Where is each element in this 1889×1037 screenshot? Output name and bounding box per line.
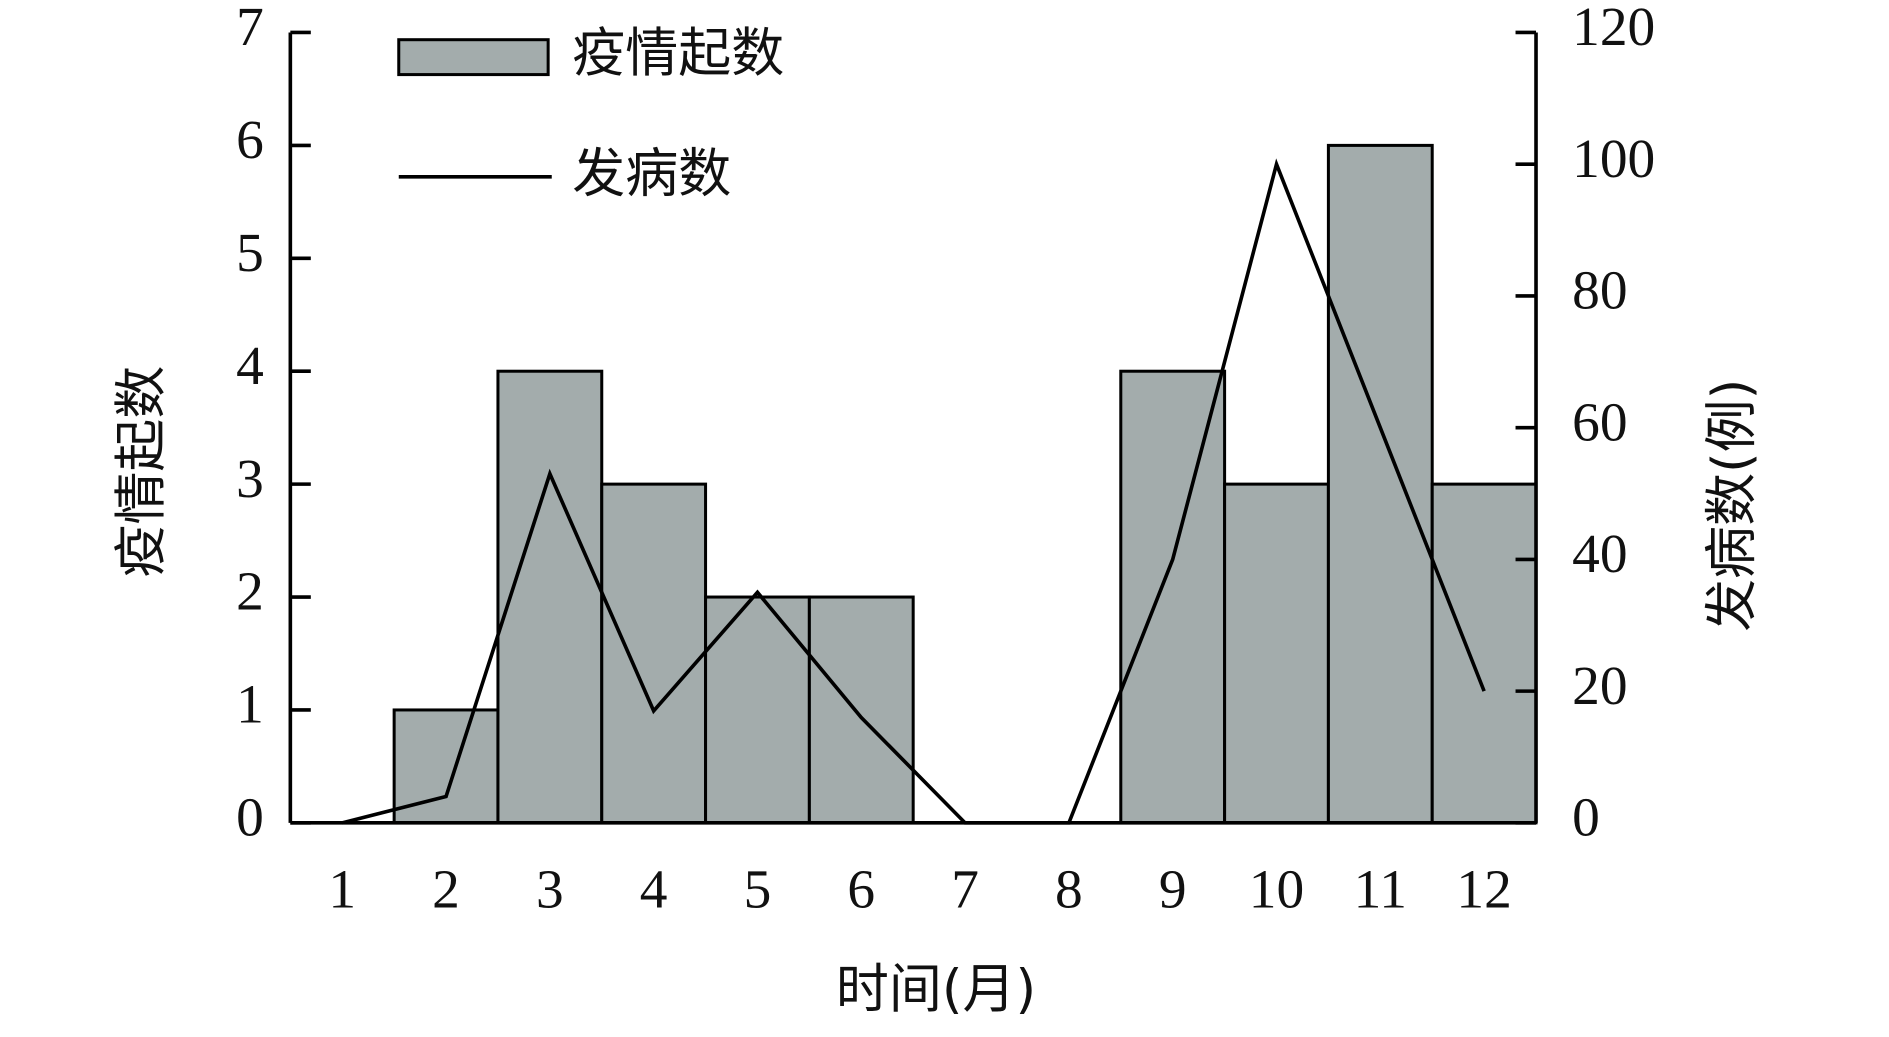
bar (807, 595, 915, 825)
legend-swatch (397, 38, 550, 77)
legend-label: 疫情起数 (572, 23, 784, 84)
y2-tick-label: 100 (1572, 128, 1655, 189)
bar (1223, 482, 1330, 825)
x-tick-label: 5 (744, 859, 772, 920)
y2-tick-label: 0 (1572, 787, 1600, 848)
line (341, 158, 1486, 825)
y-axis-label: 疫情起数 (111, 366, 172, 578)
y-tick-label: 0 (236, 787, 264, 848)
y2-tick-label: 120 (1572, 0, 1655, 57)
bar (1326, 143, 1434, 825)
x-axis-label: 时间(月) (836, 959, 1036, 1020)
y-tick-label: 5 (236, 222, 264, 283)
y-tick-label: 1 (236, 674, 264, 735)
x-tick-label: 1 (328, 859, 356, 920)
y2-tick-label: 80 (1572, 260, 1627, 321)
y-tick-label: 4 (236, 335, 264, 396)
y-tick-label: 6 (236, 109, 264, 170)
y2-axis-label: 发病数(例) (1701, 379, 1762, 632)
x-tick-label: 3 (536, 859, 564, 920)
y-tick-label: 3 (236, 448, 264, 509)
x-tick-label: 10 (1249, 859, 1304, 920)
x-tick-label: 11 (1354, 859, 1407, 920)
bar (1430, 482, 1538, 825)
x-tick-label: 7 (951, 859, 979, 920)
x-tick-label: 4 (640, 859, 668, 920)
y-tick-label: 7 (236, 0, 264, 57)
y2-tick-label: 40 (1572, 523, 1627, 584)
y2-tick-label: 20 (1572, 655, 1627, 716)
x-tick-label: 9 (1159, 859, 1187, 920)
bar (600, 482, 708, 825)
x-tick-label: 6 (847, 859, 875, 920)
y-tick-label: 2 (236, 561, 264, 622)
bar (704, 595, 811, 825)
y2-tick-label: 60 (1572, 391, 1627, 452)
bar (1119, 369, 1227, 825)
x-tick-label: 12 (1456, 859, 1511, 920)
x-tick-label: 2 (432, 859, 460, 920)
legend-label: 发病数 (572, 144, 731, 205)
x-tick-label: 8 (1055, 859, 1083, 920)
bar (496, 369, 604, 825)
